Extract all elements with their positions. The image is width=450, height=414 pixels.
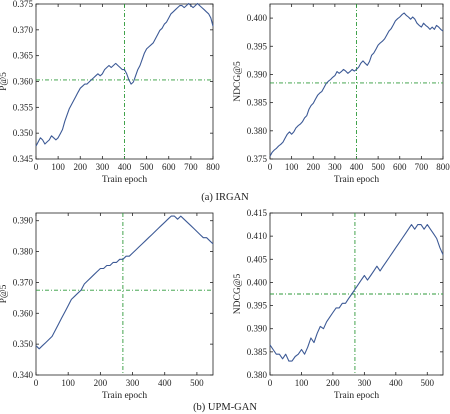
y-tick-label: 0.400 <box>247 13 268 23</box>
y-tick-label: 0.375 <box>247 154 268 164</box>
x-tick-label: 700 <box>415 162 429 172</box>
y-tick-label: 0.380 <box>247 126 268 136</box>
x-tick-label: 500 <box>371 162 385 172</box>
y-tick-label: 0.355 <box>13 102 34 112</box>
x-axis-label: Train epoch <box>102 391 148 401</box>
x-tick-label: 0 <box>268 378 273 388</box>
y-tick-label: 0.390 <box>247 69 268 79</box>
y-tick-label: 0.395 <box>247 301 268 311</box>
x-tick-label: 600 <box>393 162 407 172</box>
y-tick-label: 0.390 <box>13 216 34 226</box>
x-tick-label: 800 <box>436 162 450 172</box>
plot-frame <box>35 212 214 376</box>
x-tick-label: 400 <box>158 378 172 388</box>
x-tick-label: 600 <box>162 162 176 172</box>
x-tick-label: 300 <box>96 162 110 172</box>
y-tick-label: 0.365 <box>13 51 34 61</box>
x-tick-label: 0 <box>268 162 273 172</box>
x-tick-label: 0 <box>34 162 39 172</box>
caption-upm-gan: (b) UPM-GAN <box>193 402 257 413</box>
y-tick-label: 0.375 <box>13 0 34 9</box>
chart-panel: 0 100 200 300 400 500 0.340 0.350 0.360 0.370 0.38… <box>0 212 214 401</box>
y-tick-label: 0.410 <box>247 231 268 241</box>
x-tick-label: 100 <box>285 162 299 172</box>
series-line <box>269 12 444 157</box>
y-tick-label: 0.405 <box>247 254 268 264</box>
y-tick-label: 0.400 <box>247 277 268 287</box>
chart-panel: 0 100 200 300 400 500 600 700 800 0.345 0.350 0.355… <box>0 0 220 185</box>
y-tick-label: 0.385 <box>247 347 268 357</box>
y-axis-label: NDCG@5 <box>233 61 243 102</box>
y-tick-label: 0.380 <box>247 370 268 380</box>
x-tick-label: 0 <box>34 378 39 388</box>
caption-irgan: (a) IRGAN <box>201 192 249 203</box>
y-axis-label: P@5 <box>0 284 9 303</box>
series-line <box>269 224 444 362</box>
x-axis-label: Train epoch <box>334 175 380 185</box>
y-tick-label: 0.340 <box>13 370 34 380</box>
x-tick-label: 400 <box>389 378 403 388</box>
x-tick-label: 200 <box>326 378 340 388</box>
x-tick-label: 100 <box>295 378 309 388</box>
y-axis-label: P@5 <box>0 72 9 91</box>
x-axis-label: Train epoch <box>334 391 380 401</box>
plot-frame <box>269 3 444 160</box>
x-tick-label: 300 <box>358 378 372 388</box>
x-tick-label: 500 <box>190 378 204 388</box>
x-tick-label: 800 <box>206 162 220 172</box>
chart-panel: 0 100 200 300 400 500 600 700 800 0.375 0.380 0.385… <box>233 3 450 185</box>
x-tick-label: 200 <box>74 162 88 172</box>
x-tick-label: 400 <box>350 162 364 172</box>
y-tick-label: 0.380 <box>13 247 34 257</box>
y-tick-label: 0.415 <box>247 208 268 218</box>
y-tick-label: 0.395 <box>247 41 268 51</box>
x-tick-label: 500 <box>421 378 435 388</box>
y-tick-label: 0.350 <box>13 128 34 138</box>
x-tick-label: 700 <box>184 162 198 172</box>
x-tick-label: 100 <box>51 162 65 172</box>
y-tick-label: 0.390 <box>247 324 268 334</box>
series-line <box>35 2 214 147</box>
x-tick-label: 300 <box>328 162 342 172</box>
plot-frame <box>35 3 214 160</box>
y-tick-label: 0.360 <box>13 77 34 87</box>
x-tick-label: 500 <box>140 162 154 172</box>
x-tick-label: 200 <box>94 378 108 388</box>
x-tick-label: 200 <box>307 162 321 172</box>
y-tick-label: 0.385 <box>247 98 268 108</box>
y-tick-label: 0.345 <box>13 154 34 164</box>
series-line <box>35 215 214 350</box>
y-tick-label: 0.370 <box>13 277 34 287</box>
y-tick-label: 0.350 <box>13 339 34 349</box>
chart-panel: 0 100 200 300 400 500 0.380 0.385 0.390 0.395 0.40… <box>233 208 444 401</box>
x-axis-label: Train epoch <box>102 175 148 185</box>
x-tick-label: 100 <box>61 378 75 388</box>
y-axis-label: NDCG@5 <box>233 274 243 315</box>
x-tick-label: 400 <box>118 162 132 172</box>
x-tick-label: 300 <box>126 378 140 388</box>
y-tick-label: 0.360 <box>13 308 34 318</box>
y-tick-label: 0.370 <box>13 25 34 35</box>
